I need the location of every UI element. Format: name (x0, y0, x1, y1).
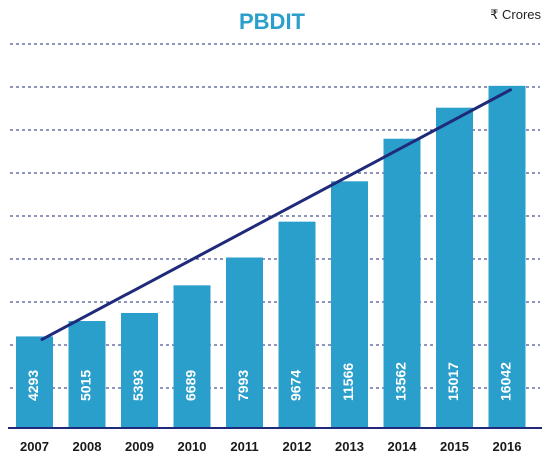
x-tick-label: 2009 (125, 439, 154, 454)
bar (121, 312, 158, 428)
data-label: 5015 (78, 370, 94, 401)
x-tick-label: 2007 (20, 439, 49, 454)
trend-line (40, 88, 512, 341)
chart-title: PBDIT (239, 9, 306, 34)
x-tick-label: 2010 (178, 439, 207, 454)
x-tick-label: 2016 (493, 439, 522, 454)
bar (16, 336, 53, 428)
data-label: 7993 (235, 370, 251, 401)
x-tick-label: 2011 (230, 439, 258, 454)
bar (68, 321, 106, 428)
data-label: 13562 (393, 362, 409, 401)
data-label: 11566 (340, 363, 356, 401)
x-tick-labels: 2007 2008 2009 2010 2011 2012 2013 2014 2015 2016 (20, 439, 521, 454)
x-tick-label: 2015 (440, 439, 469, 454)
bar (383, 138, 421, 428)
data-label: 15017 (445, 362, 461, 401)
bar (226, 257, 263, 428)
data-label: 4293 (25, 370, 41, 401)
bar (331, 181, 368, 428)
bar (488, 85, 526, 428)
bar (436, 107, 473, 429)
unit-label: ₹ Crores (490, 7, 541, 22)
bar (173, 285, 211, 428)
x-tick-label: 2014 (388, 439, 418, 454)
x-tick-label: 2012 (283, 439, 312, 454)
x-tick-label: 2013 (335, 439, 364, 454)
bar (278, 221, 316, 428)
data-labels: 4293 5015 5393 6689 7993 9674 11566 13562 15017 1… (25, 362, 514, 401)
bars (16, 85, 526, 429)
data-label: 5393 (130, 370, 146, 401)
data-label: 6689 (183, 370, 199, 401)
data-label: 16042 (498, 362, 514, 401)
x-tick-label: 2008 (73, 439, 102, 454)
data-label: 9674 (288, 370, 304, 401)
